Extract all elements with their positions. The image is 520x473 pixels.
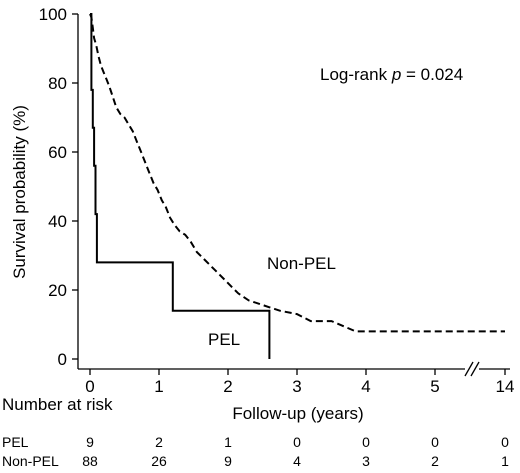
log-rank-annotation: Log-rank p = 0.024 [320, 65, 463, 84]
y-tick-label: 60 [48, 143, 67, 162]
risk-value: 1 [501, 453, 509, 469]
risk-value: 3 [362, 453, 370, 469]
x-tick-label: 5 [430, 377, 439, 396]
risk-value: 88 [82, 453, 98, 469]
x-tick-label: 1 [154, 377, 163, 396]
label-pel: PEL [208, 330, 240, 349]
risk-value: 1 [224, 434, 232, 450]
label-non-pel: Non-PEL [267, 254, 336, 273]
risk-value: 9 [224, 453, 232, 469]
risk-value: 2 [155, 434, 163, 450]
x-tick-label: 2 [223, 377, 232, 396]
risk-value: 4 [293, 453, 301, 469]
x-ticks: 0 1 2 3 4 5 14 [85, 369, 514, 396]
risk-value: 0 [293, 434, 301, 450]
series-line-pel [90, 13, 271, 359]
series-layer [89, 13, 505, 359]
y-tick-label: 0 [58, 350, 67, 369]
log-rank-p: p [391, 65, 401, 84]
log-rank-prefix: Log-rank [320, 65, 392, 84]
risk-value: 0 [501, 434, 509, 450]
risk-table-title: Number at risk [2, 395, 113, 414]
series-line-non-pel [89, 13, 505, 333]
x-tick-label: 0 [85, 377, 94, 396]
risk-value: 26 [151, 453, 167, 469]
risk-row-label-non-pel: Non-PEL [2, 453, 59, 469]
y-tick-label: 100 [39, 5, 67, 24]
risk-value: 0 [362, 434, 370, 450]
y-axis-title: Survival probability (%) [10, 105, 29, 279]
x-tick-label: 4 [361, 377, 370, 396]
log-rank-value: = 0.024 [401, 65, 463, 84]
x-axis-title: Follow-up (years) [232, 404, 363, 423]
axis-break-icon [464, 361, 480, 377]
y-ticks: 0 20 40 60 80 100 [39, 5, 78, 369]
risk-row-label-pel: PEL [2, 434, 29, 450]
risk-values: 9 2 1 0 0 0 0 88 26 9 4 3 2 1 [82, 434, 509, 469]
risk-value: 2 [431, 453, 439, 469]
y-tick-label: 20 [48, 281, 67, 300]
y-tick-label: 80 [48, 74, 67, 93]
risk-value: 9 [86, 434, 94, 450]
risk-value: 0 [431, 434, 439, 450]
y-tick-label: 40 [48, 212, 67, 231]
x-tick-label: 3 [292, 377, 301, 396]
x-tick-label: 14 [496, 377, 515, 396]
